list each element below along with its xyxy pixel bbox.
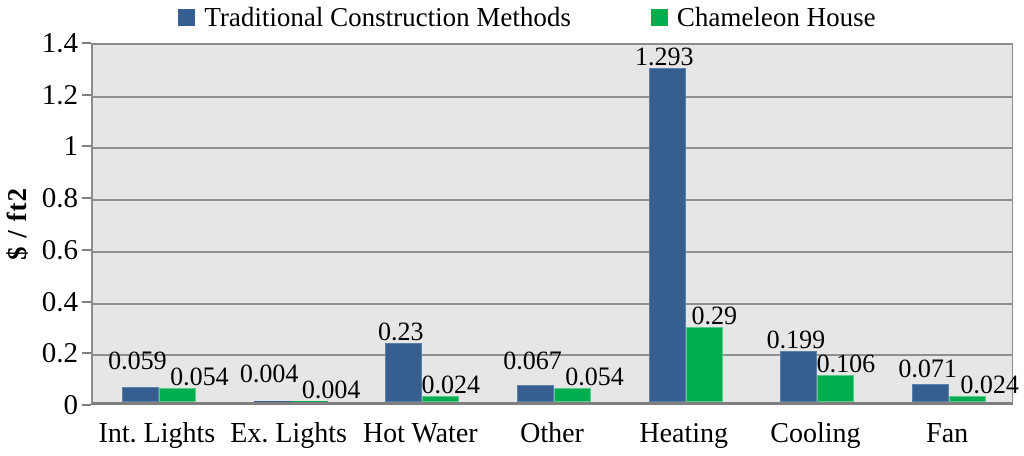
bar-traditional <box>253 400 291 402</box>
gridline <box>93 354 1012 357</box>
bar-value-label-traditional: 0.071 <box>898 353 957 383</box>
legend-color-marker <box>178 8 196 26</box>
gridline <box>93 302 1012 305</box>
legend-item: Traditional Construction Methods <box>178 0 571 34</box>
legend-color-marker <box>650 8 668 26</box>
y-tick-mark <box>82 197 91 200</box>
x-axis-category-label: Other <box>520 418 584 449</box>
legend-item: Chameleon House <box>650 0 876 34</box>
bar-chameleon <box>422 395 460 402</box>
bar-traditional <box>648 67 686 402</box>
bar-chameleon <box>554 388 591 402</box>
y-tick-mark <box>82 352 91 355</box>
x-axis-category-label: Cooling <box>770 418 861 449</box>
legend-label: Chameleon House <box>676 2 876 32</box>
bar-chameleon <box>949 395 987 402</box>
y-tick-label: 0 <box>63 389 79 421</box>
y-tick-label: 0.2 <box>41 337 78 370</box>
bar-value-label-traditional: 0.067 <box>503 346 562 376</box>
y-axis-tick-labels: 0 0.2 0.4 0.6 0.8 1 1.2 1.4 <box>0 28 79 420</box>
plot-area: 0.059 0.054 0.004 0.004 0.23 0.024 0.067 0.054 1… <box>91 41 1019 405</box>
y-tick-label: 0.4 <box>41 285 78 318</box>
bar-value-label-chameleon: 0.024 <box>960 369 1019 399</box>
bar-chameleon <box>290 400 328 402</box>
y-tick-label: 1.4 <box>41 27 78 59</box>
bar-value-label-traditional: 1.293 <box>634 41 694 71</box>
bar-traditional <box>121 386 159 402</box>
bar-chameleon <box>817 374 855 402</box>
x-axis-category-label: Int. Lights <box>98 418 216 449</box>
bar-value-label-chameleon: 0.106 <box>816 348 876 378</box>
x-axis-category-label: Heating <box>639 418 729 449</box>
y-tick-mark <box>82 42 91 44</box>
bar-value-label-traditional: 0.23 <box>378 316 424 346</box>
y-tick-label: 0.6 <box>41 233 78 266</box>
legend: Traditional Construction Methods Chameleo… <box>0 0 1024 34</box>
y-tick-mark <box>82 404 91 406</box>
x-axis-category-label: Hot Water <box>362 418 478 449</box>
gridline <box>93 199 1012 202</box>
x-axis-category-labels: Int. Lights Ex. Lights Hot Water Other Heati… <box>91 416 1013 454</box>
bar-value-label-chameleon: 0.29 <box>691 301 737 330</box>
bar-traditional <box>385 342 423 402</box>
bar-chameleon <box>685 327 723 402</box>
gridline <box>93 250 1012 253</box>
bar-chameleon <box>158 388 196 402</box>
bar-value-label-chameleon: 0.024 <box>421 369 481 399</box>
x-axis-category-label: Fan <box>926 418 969 449</box>
bar-value-label-traditional: 0.199 <box>766 324 826 354</box>
bar-value-label-chameleon: 0.004 <box>301 374 361 404</box>
y-tick-mark <box>82 248 91 251</box>
bar-traditional <box>780 350 818 402</box>
bar-value-label-chameleon: 0.054 <box>565 362 624 392</box>
y-tick-label: 0.8 <box>41 182 78 215</box>
gridline <box>93 95 1012 98</box>
bar-traditional <box>517 384 554 402</box>
legend-label: Traditional Construction Methods <box>204 2 571 32</box>
y-tick-mark <box>82 145 91 148</box>
bar-value-label-traditional: 0.059 <box>108 346 167 376</box>
y-tick-label: 1 <box>63 130 79 163</box>
x-axis-category-label: Ex. Lights <box>230 418 347 449</box>
y-tick-mark <box>82 300 91 303</box>
bar-value-label-traditional: 0.004 <box>239 358 299 388</box>
bar-traditional <box>912 383 950 402</box>
y-tick-mark <box>82 93 91 96</box>
bar-value-label-chameleon: 0.054 <box>170 362 229 392</box>
y-tick-label: 1.2 <box>41 78 78 111</box>
gridline <box>93 147 1012 150</box>
